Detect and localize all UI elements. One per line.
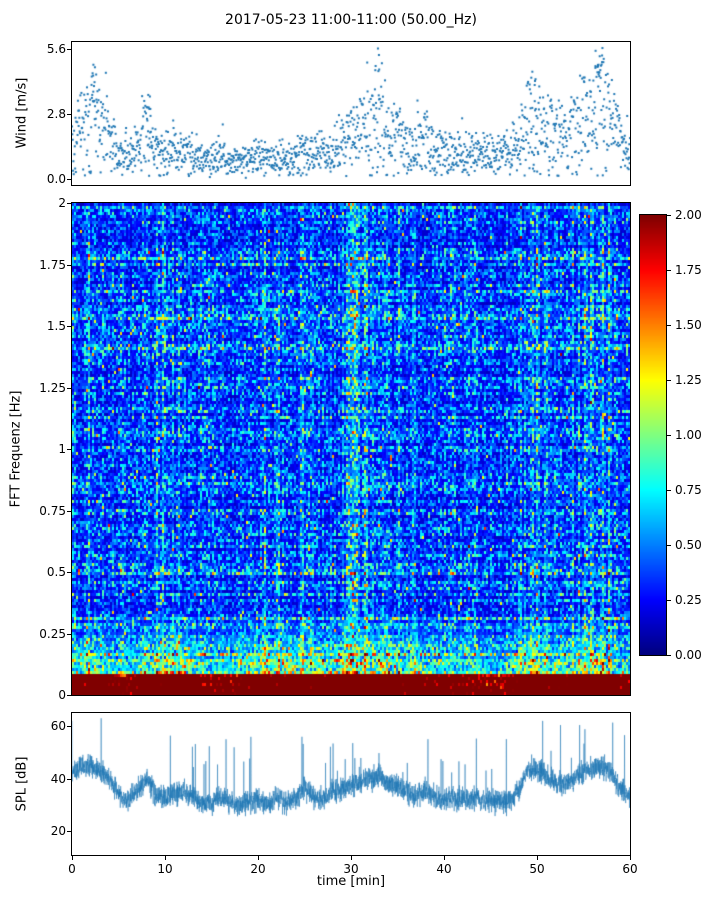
tick-label: 0 — [68, 862, 76, 876]
tick-label: 0.5 — [46, 565, 66, 579]
tick-mark — [351, 856, 352, 860]
tick-label: 2.00 — [675, 208, 702, 222]
tick-mark — [67, 449, 71, 450]
tick-mark — [667, 545, 671, 546]
tick-label: 1.75 — [675, 263, 702, 277]
tick-label: 0 — [58, 688, 66, 702]
chart-title: 2017-05-23 11:00-11:00 (50.00_Hz) — [225, 12, 477, 28]
tick-mark — [67, 726, 71, 727]
tick-mark — [72, 856, 73, 860]
tick-mark — [67, 49, 71, 50]
tick-mark — [667, 655, 671, 656]
tick-mark — [67, 779, 71, 780]
wind-scatter-canvas — [72, 42, 630, 185]
tick-label: 10 — [157, 862, 173, 876]
tick-mark — [67, 572, 71, 573]
tick-label: 1.25 — [675, 373, 702, 387]
tick-mark — [667, 490, 671, 491]
tick-label: 0.00 — [675, 648, 702, 662]
tick-label: 0.75 — [39, 504, 66, 518]
tick-label: 60 — [50, 719, 66, 733]
tick-label: 20 — [50, 824, 66, 838]
tick-label: 40 — [50, 772, 66, 786]
tick-label: 1.5 — [46, 319, 66, 333]
tick-label: 20 — [250, 862, 266, 876]
tick-mark — [67, 388, 71, 389]
tick-label: 0.75 — [675, 483, 702, 497]
tick-mark — [67, 511, 71, 512]
tick-mark — [258, 856, 259, 860]
tick-mark — [67, 265, 71, 266]
x-axis-label: time [min] — [316, 874, 386, 889]
tick-mark — [67, 203, 71, 204]
tick-mark — [165, 856, 166, 860]
tick-label: 2 — [58, 196, 66, 210]
tick-mark — [67, 326, 71, 327]
tick-label: 50 — [529, 862, 545, 876]
tick-mark — [667, 380, 671, 381]
tick-mark — [67, 179, 71, 180]
tick-mark — [67, 634, 71, 635]
tick-mark — [444, 856, 445, 860]
tick-mark — [667, 325, 671, 326]
tick-label: 0.50 — [675, 538, 702, 552]
tick-label: 1.50 — [675, 318, 702, 332]
tick-mark — [667, 215, 671, 216]
tick-mark — [67, 695, 71, 696]
tick-label: 0.25 — [39, 627, 66, 641]
spectrogram-canvas — [72, 203, 630, 695]
tick-mark — [667, 435, 671, 436]
tick-label: 2.8 — [46, 107, 66, 121]
tick-label: 1.25 — [39, 381, 66, 395]
tick-label: 0.25 — [675, 593, 702, 607]
tick-label: 1 — [58, 442, 66, 456]
colorbar — [639, 214, 667, 656]
tick-mark — [667, 600, 671, 601]
tick-mark — [630, 856, 631, 860]
tick-label: 30 — [343, 862, 359, 876]
tick-label: 1.75 — [39, 258, 66, 272]
tick-label: 0.0 — [46, 172, 66, 186]
wind-scatter-panel — [71, 41, 631, 186]
tick-mark — [67, 831, 71, 832]
tick-label: 40 — [436, 862, 452, 876]
tick-label: 5.6 — [46, 42, 66, 56]
tick-label: 1.00 — [675, 428, 702, 442]
tick-mark — [667, 270, 671, 271]
tick-mark — [537, 856, 538, 860]
colorbar-canvas — [640, 215, 666, 655]
tick-label: 60 — [622, 862, 638, 876]
spl-line-canvas — [72, 713, 630, 855]
spectrogram-panel — [71, 202, 631, 696]
tick-mark — [67, 114, 71, 115]
spl-line-panel — [71, 712, 631, 856]
